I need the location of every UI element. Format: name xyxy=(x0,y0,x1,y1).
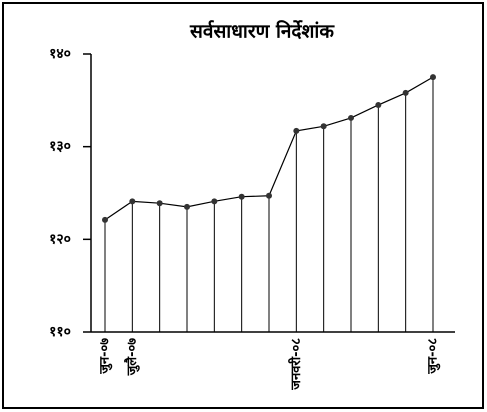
point xyxy=(184,203,190,210)
point xyxy=(430,74,436,81)
point xyxy=(375,101,382,108)
point xyxy=(156,200,163,207)
x-tick-label: जुन-०८ xyxy=(426,338,441,375)
x-tick-label: जुन-०७ xyxy=(98,338,113,375)
point xyxy=(102,216,108,223)
point xyxy=(266,192,272,199)
point xyxy=(402,89,409,96)
point xyxy=(320,123,327,130)
y-tick-label: १४० xyxy=(49,46,71,62)
chart-title: सर्वसाधारण निर्देशांक xyxy=(189,20,335,43)
point xyxy=(238,193,245,200)
x-tick-label: जनवरी-०८ xyxy=(288,338,304,391)
point xyxy=(293,127,300,134)
point xyxy=(348,114,354,121)
y-tick-label: १२० xyxy=(49,231,71,247)
x-tick-label: जुलै-०७ xyxy=(124,338,140,377)
y-tick-label: १३० xyxy=(49,139,71,155)
y-tick-label: ११० xyxy=(49,324,71,340)
frame xyxy=(2,2,484,409)
point xyxy=(211,198,218,205)
point xyxy=(129,198,136,205)
